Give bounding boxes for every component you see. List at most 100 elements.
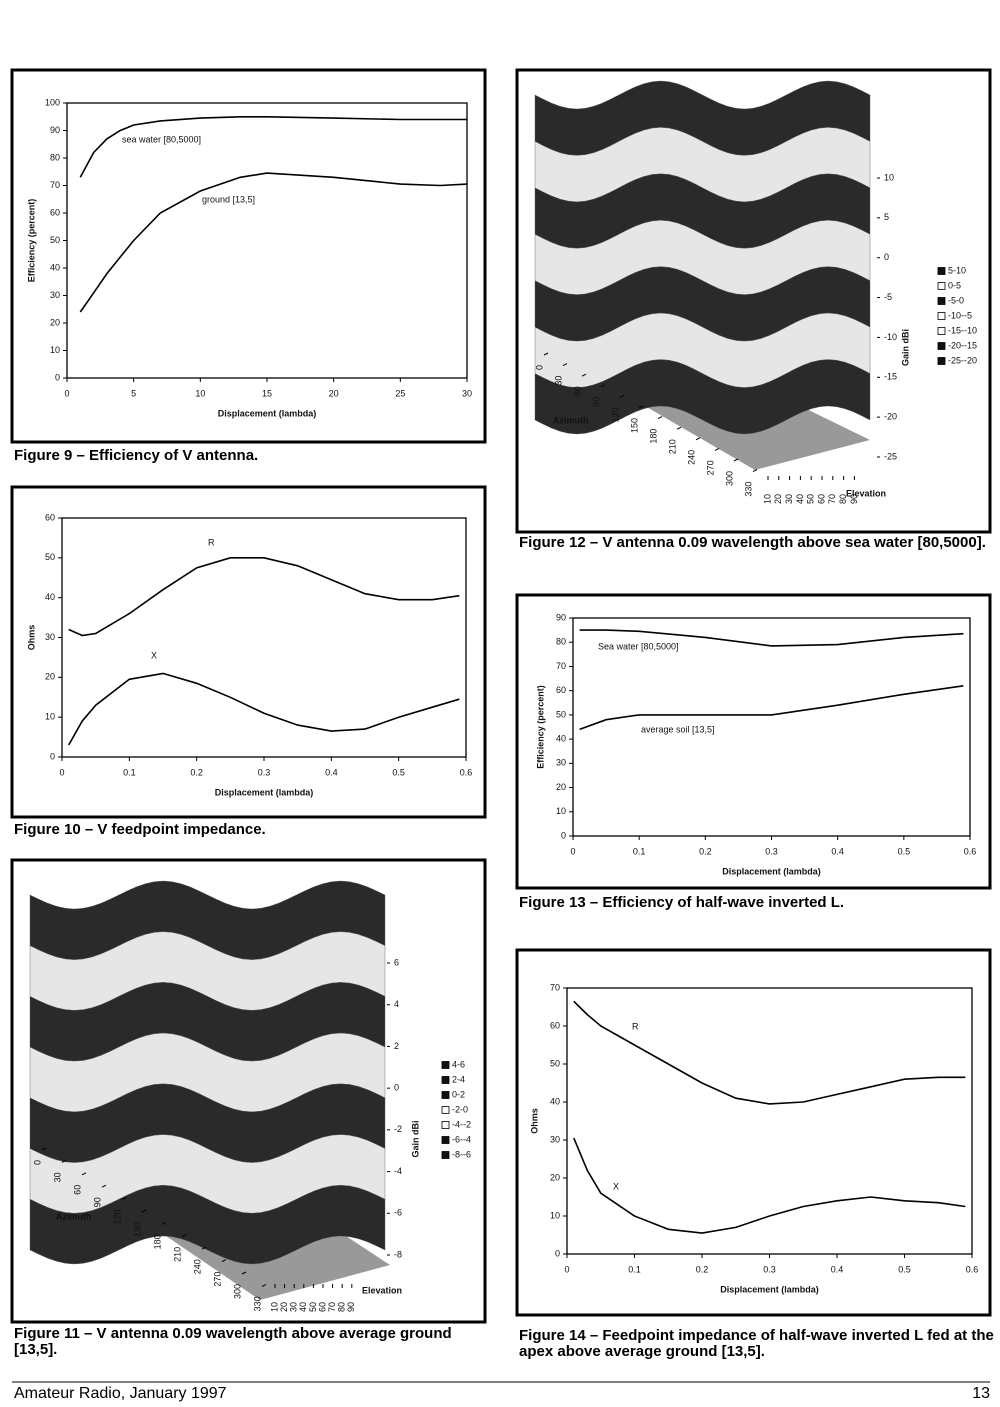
series-label: X [613,1181,619,1191]
legend-label: -6--4 [452,1134,471,1144]
azimuth-tick-label: 210 [667,439,677,454]
z-tick-label: -4 [394,1166,402,1176]
data-line [79,116,467,178]
azimuth-tick [181,1234,187,1238]
elevation-tick-label: 60 [317,1302,327,1312]
footer-text: Amateur Radio, January 1997 [14,1385,227,1402]
series-label: R [632,1021,639,1031]
data-line [68,672,460,746]
azimuth-tick-label: 0 [32,1160,42,1165]
data-line [79,172,468,313]
elevation-tick-label: 20 [279,1302,289,1312]
azimuth-tick-label: 270 [705,460,715,475]
elevation-title: Elevation [362,1285,402,1295]
data-line [579,685,964,731]
azimuth-tick [241,1271,247,1275]
azimuth-tick-label: 300 [724,471,734,486]
caption: Figure 14 – Feedpoint impedance of half-… [519,1327,994,1360]
y-tick-label: 30 [550,1134,560,1144]
x-tick-label: 0 [64,388,69,398]
x-tick-label: 0.2 [696,1264,709,1274]
x-tick-label: 0 [59,767,64,777]
y-tick-label: 10 [45,712,55,722]
surface-band [29,1185,386,1265]
azimuth-tick [201,1246,207,1250]
azimuth-tick [261,1283,267,1287]
azimuth-title: Azimuth [553,415,589,425]
x-tick-label: 0.4 [831,1264,844,1274]
data-line [579,629,964,647]
azimuth-tick-label: 30 [553,376,563,386]
y-tick-label: 60 [50,207,60,217]
x-tick-label: 0 [570,846,575,856]
legend-swatch [441,1106,450,1114]
elevation-tick-label: 10 [762,494,772,504]
x-tick-label: 0.3 [258,767,271,777]
azimuth-tick [657,416,663,420]
y-axis-title: Efficiency (percent) [535,685,545,769]
legend-swatch [441,1121,450,1129]
azimuth-tick-label: 330 [252,1296,262,1311]
figure-frame [10,68,487,444]
elevation-tick-label: 50 [308,1302,318,1312]
azimuth-tick [619,394,625,398]
x-tick-label: 15 [262,388,272,398]
data-line [68,557,460,637]
series-label: sea water [80,5000] [122,134,201,144]
azimuth-tick-label: 240 [686,450,696,465]
x-axis-title: Displacement (lambda) [218,408,317,418]
legend-label: -8--6 [452,1149,471,1159]
y-axis-title: Efficiency (percent) [26,199,36,283]
legend-label: -25--20 [948,355,977,365]
azimuth-tick [562,363,568,367]
data-line [573,1000,966,1105]
legend-label: -15--10 [948,325,977,335]
elevation-tick-label: 70 [827,494,837,504]
y-tick-label: 20 [550,1172,560,1182]
caption: Figure 12 – V antenna 0.09 wavelength ab… [519,534,986,551]
x-tick-label: 0 [564,1264,569,1274]
z-tick-label: -20 [884,412,897,422]
x-tick-label: 0.3 [763,1264,776,1274]
series-label: Sea water [80,5000] [598,641,679,651]
z-tick-label: 4 [394,999,399,1009]
azimuth-tick [714,447,720,451]
y-axis-title: Ohms [26,625,36,651]
caption: Figure 10 – V feedpoint impedance. [14,821,266,838]
azimuth-tick-label: 90 [591,397,601,407]
y-tick-label: 90 [556,612,566,622]
legend-swatch [937,327,946,335]
legend-label: 2-4 [452,1074,465,1084]
y-tick-label: 0 [555,1248,560,1258]
y-tick-label: 50 [45,552,55,562]
y-tick-label: 20 [45,672,55,682]
azimuth-tick-label: 180 [152,1234,162,1249]
y-tick-label: 0 [50,751,55,761]
x-tick-label: 0.5 [898,846,911,856]
azimuth-tick-label: 120 [112,1210,122,1225]
y-tick-label: 40 [550,1096,560,1106]
series-label: X [151,650,157,660]
elevation-tick-label: 90 [346,1302,356,1312]
y-tick-label: 60 [550,1020,560,1030]
azimuth-tick [581,373,587,377]
y-tick-label: 90 [50,125,60,135]
azimuth-tick-label: 120 [610,407,620,422]
azimuth-tick [161,1221,167,1225]
y-tick-label: 20 [50,317,60,327]
legend-swatch [441,1076,450,1084]
legend-swatch [937,312,946,320]
y-tick-label: 60 [45,512,55,522]
y-tick-label: 70 [556,661,566,671]
x-tick-label: 30 [462,388,472,398]
azimuth-tick [676,426,682,430]
surface-band [534,359,871,435]
x-axis-title: Displacement (lambda) [722,866,821,876]
y-tick-label: 10 [556,806,566,816]
legend-swatch [937,342,946,350]
azimuth-tick [752,469,758,473]
y-tick-label: 100 [45,97,60,107]
y-tick-label: 0 [561,830,566,840]
azimuth-tick-label: 60 [572,386,582,396]
